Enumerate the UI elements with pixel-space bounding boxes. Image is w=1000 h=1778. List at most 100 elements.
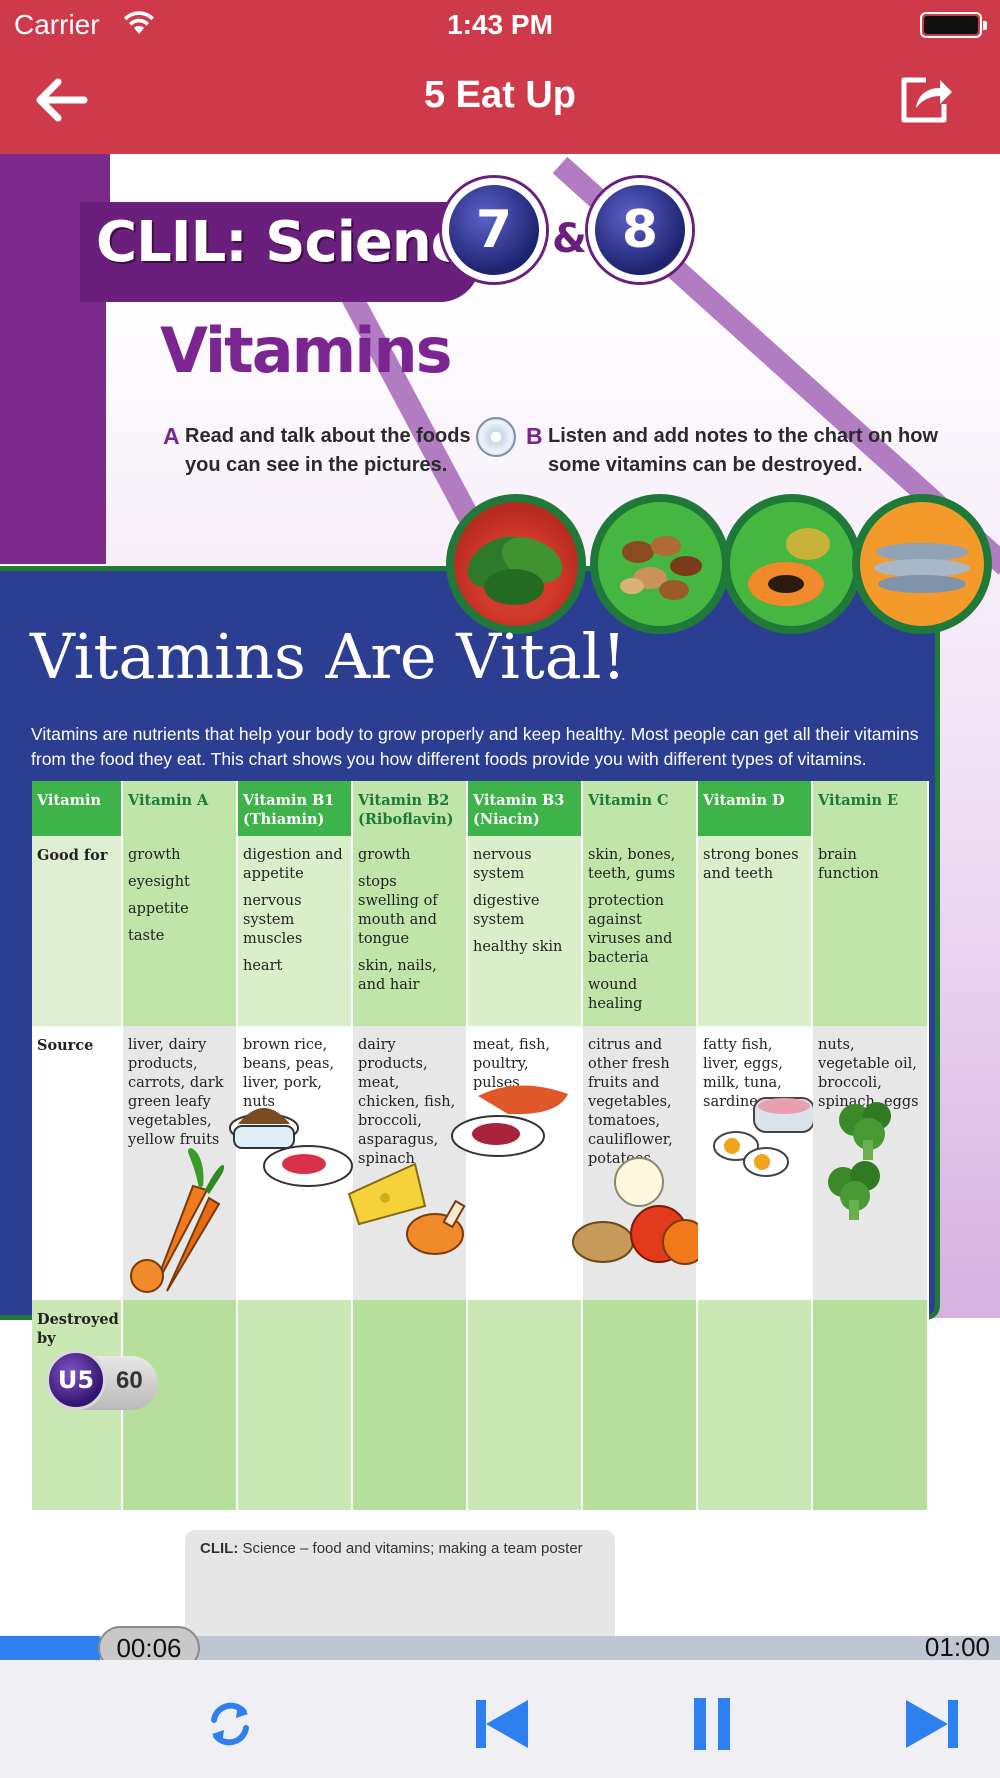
header-label: Vitamin A	[128, 792, 209, 809]
table-cell: digestion and appetite nervous system mu…	[237, 836, 353, 1026]
table-cell: skin, bones, teeth, gums protection agai…	[582, 836, 698, 1026]
vegetables-illustration	[572, 1157, 708, 1265]
repeat-icon[interactable]	[202, 1696, 258, 1752]
nuts-image	[590, 494, 730, 634]
table-cell: meat, fish, poultry, pulses	[451, 1026, 583, 1300]
table-cell: nervous system digestive system healthy …	[467, 836, 583, 1026]
vitamin-table: Vitamin Vitamin A Vitamin B1 (Thiamin) Vi…	[32, 781, 929, 1510]
cell-item: taste	[128, 928, 165, 944]
cheese-and-chicken-illustration	[347, 1162, 466, 1255]
row-label: Source	[32, 1026, 123, 1300]
sardines-image	[852, 494, 992, 634]
audio-cd-icon	[476, 417, 516, 457]
chart-description-line2: from the food they eat. This chart shows…	[31, 749, 867, 769]
table-cell: strong bones and teeth	[697, 836, 813, 1026]
header-cell: Vitamin A	[122, 781, 238, 836]
ampersand: &	[552, 216, 587, 262]
chart-description: Vitamins are nutrients that help your bo…	[31, 722, 931, 772]
cell-item: fatty fish, liver, eggs, milk, tuna, sar…	[703, 1037, 783, 1110]
total-duration: 01:00	[924, 1632, 990, 1662]
cell-item: nervous system	[473, 847, 532, 882]
instruction-b-line1: Listen and add notes to the chart on how	[548, 425, 939, 447]
cell-item: growth	[128, 847, 181, 863]
battery-icon	[920, 12, 987, 38]
pause-icon[interactable]	[692, 1696, 732, 1752]
table-cell: dairy products, meat, chicken, fish, bro…	[347, 1026, 468, 1300]
source-row: Source liver, dairy products, carrots, d…	[32, 1026, 929, 1300]
chart-description-line1: Vitamins are nutrients that help your bo…	[31, 724, 919, 744]
page-title: 5 Eat Up	[423, 74, 577, 116]
table-header-row: Vitamin Vitamin A Vitamin B1 (Thiamin) Vi…	[32, 781, 929, 836]
fish-icon	[874, 543, 970, 593]
chart-title: Vitamins Are Vital!	[30, 620, 627, 693]
section-heading: Vitamins	[160, 314, 453, 387]
clil-title: CLIL: Science	[96, 210, 501, 275]
instruction-b: B Listen and add notes to the chart on h…	[526, 422, 939, 480]
lesson-badge-7: 7	[442, 178, 546, 282]
instruction-a: A Read and talk about the foods you can …	[163, 422, 471, 480]
player-controls	[0, 1660, 1000, 1778]
caption-bold: CLIL:	[200, 1540, 239, 1557]
header-cell: Vitamin	[32, 781, 123, 836]
table-cell	[467, 1300, 583, 1510]
table-cell	[582, 1300, 698, 1510]
instruction-a-line2: you can see in the pictures.	[185, 454, 448, 476]
caption-text: Science – food and vitamins; making a te…	[238, 1540, 583, 1557]
cell-item: appetite	[128, 901, 189, 917]
clil-banner	[80, 202, 480, 302]
header-sublabel: (Niacin)	[473, 811, 540, 828]
cell-item: brown rice, beans, peas, liver, pork, nu…	[243, 1037, 335, 1110]
table-cell: liver, dairy products, carrots, dark gre…	[122, 1026, 238, 1300]
header-label: Vitamin B1	[243, 792, 335, 809]
cell-item: healthy skin	[473, 939, 563, 955]
cell-item: nuts, vegetable oil, broccoli, spinach, …	[818, 1037, 919, 1110]
header-label: Vitamin C	[588, 792, 669, 809]
cell-item: nervous system muscles	[243, 893, 303, 947]
table-cell: brown rice, beans, peas, liver, pork, nu…	[229, 1026, 353, 1300]
back-arrow-icon[interactable]	[30, 72, 90, 128]
header-label: Vitamin D	[703, 792, 785, 809]
cell-item: liver, dairy products, carrots, dark gre…	[128, 1037, 224, 1148]
lesson-badge-8: 8	[588, 178, 692, 282]
table-cell: citrus and other fresh fruits and vegeta…	[572, 1026, 708, 1300]
skip-next-icon[interactable]	[900, 1696, 962, 1752]
table-cell	[812, 1300, 929, 1510]
cell-item: dairy products, meat, chicken, fish, bro…	[358, 1037, 456, 1167]
unit-badge: U5	[46, 1350, 106, 1410]
cell-item: skin, nails, and hair	[358, 958, 437, 993]
header-label: Vitamin B3	[473, 792, 565, 809]
skip-previous-icon[interactable]	[472, 1696, 534, 1752]
wifi-icon	[124, 11, 154, 34]
table-cell: fatty fish, liver, eggs, milk, tuna, sar…	[697, 1026, 815, 1300]
clock: 1:43 PM	[447, 9, 553, 40]
broccoli-illustration	[828, 1102, 891, 1220]
instruction-b-letter: B	[526, 423, 543, 449]
beans-and-pork-illustration	[229, 1108, 353, 1187]
cell-item: citrus and other fresh fruits and vegeta…	[588, 1037, 673, 1167]
header-cell: Vitamin B1 (Thiamin)	[237, 781, 353, 836]
cell-item: heart	[243, 958, 283, 974]
header-sublabel: (Riboflavin)	[358, 811, 454, 828]
page-caption: CLIL: Science – food and vitamins; makin…	[200, 1540, 583, 1557]
spinach-image	[446, 494, 586, 634]
share-icon[interactable]	[896, 68, 956, 128]
cell-item: skin, bones, teeth, gums	[588, 847, 676, 882]
cell-item: brain function	[818, 847, 879, 882]
cell-item: digestion and appetite	[243, 847, 343, 882]
table-cell	[122, 1300, 238, 1510]
table-cell: growth stops swelling of mouth and tongu…	[352, 836, 468, 1026]
meat-illustration	[451, 1085, 568, 1157]
table-cell	[237, 1300, 353, 1510]
audio-progress-fill	[0, 1636, 100, 1660]
navigation-bar: 5 Eat Up	[0, 50, 1000, 154]
instruction-a-line1: Read and talk about the foods	[185, 425, 471, 447]
header-cell: Vitamin B3 (Niacin)	[467, 781, 583, 836]
header-cell: Vitamin B2 (Riboflavin)	[352, 781, 468, 836]
destroyed-by-row: Destroyed by	[32, 1300, 929, 1510]
header-label: Vitamin E	[818, 792, 899, 809]
papaya-icon	[748, 528, 830, 606]
table-cell	[352, 1300, 468, 1510]
table-cell: growth eyesight appetite taste	[122, 836, 238, 1026]
textbook-page: CLIL: Science 7 & 8 Vitamins A Read and …	[0, 154, 1000, 1636]
cell-item: eyesight	[128, 874, 190, 890]
